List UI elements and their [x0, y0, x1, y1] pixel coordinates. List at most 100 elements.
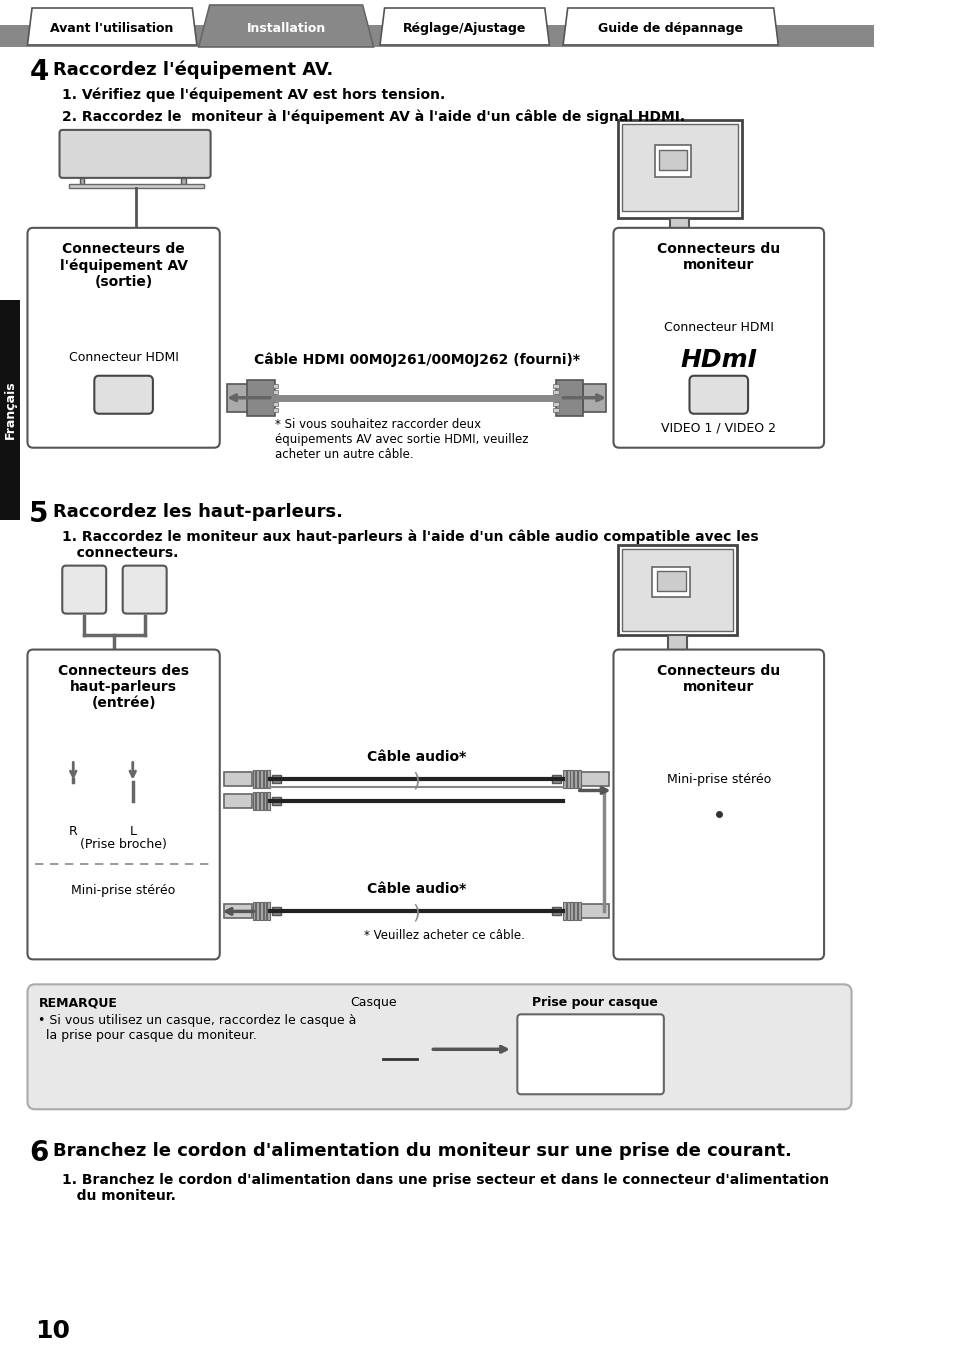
- Text: Connecteurs du
moniteur: Connecteurs du moniteur: [657, 242, 780, 273]
- Bar: [553, 390, 558, 394]
- Polygon shape: [198, 5, 374, 47]
- Bar: [64, 138, 80, 148]
- FancyBboxPatch shape: [94, 375, 152, 413]
- Bar: [260, 771, 262, 788]
- Bar: [263, 902, 266, 921]
- Bar: [621, 548, 733, 630]
- Text: Connecteurs de
l'équipement AV
(sortie): Connecteurs de l'équipement AV (sortie): [59, 242, 188, 289]
- Bar: [272, 798, 281, 806]
- Bar: [578, 902, 580, 921]
- Text: Réglage/Ajustage: Réglage/Ajustage: [402, 23, 526, 35]
- Bar: [553, 408, 558, 412]
- Circle shape: [705, 856, 731, 883]
- Bar: [256, 902, 259, 921]
- Circle shape: [716, 867, 720, 872]
- Bar: [260, 902, 262, 921]
- Text: Installation: Installation: [246, 23, 325, 35]
- Bar: [273, 383, 278, 387]
- Text: Branchez le cordon d'alimentation du moniteur sur une prise de courant.: Branchez le cordon d'alimentation du mon…: [53, 1142, 791, 1160]
- Bar: [651, 567, 690, 597]
- Circle shape: [141, 586, 148, 594]
- Bar: [224, 794, 252, 809]
- Bar: [698, 999, 742, 1095]
- Text: Raccordez les haut-parleurs.: Raccordez les haut-parleurs.: [53, 502, 343, 521]
- Bar: [256, 792, 259, 810]
- Bar: [654, 651, 700, 664]
- Bar: [224, 904, 252, 918]
- Bar: [670, 217, 689, 238]
- Bar: [273, 408, 278, 412]
- Circle shape: [362, 1037, 402, 1081]
- Bar: [256, 771, 259, 788]
- Bar: [263, 771, 266, 788]
- Text: Guide de dépannage: Guide de dépannage: [598, 23, 742, 35]
- Text: R: R: [69, 825, 77, 838]
- Text: Connecteurs des
haut-parleurs
(entrée): Connecteurs des haut-parleurs (entrée): [58, 664, 189, 710]
- Bar: [654, 144, 691, 177]
- Text: L: L: [130, 825, 136, 838]
- Text: Câble audio*: Câble audio*: [367, 883, 466, 896]
- Text: 6: 6: [30, 1139, 49, 1168]
- Circle shape: [81, 586, 88, 594]
- Text: Câble audio*: Câble audio*: [367, 751, 466, 764]
- FancyBboxPatch shape: [613, 228, 823, 448]
- Circle shape: [713, 864, 723, 875]
- Bar: [181, 178, 186, 186]
- FancyBboxPatch shape: [28, 649, 219, 960]
- Bar: [0, 26, 873, 47]
- FancyBboxPatch shape: [28, 228, 219, 448]
- Bar: [575, 1022, 581, 1077]
- Circle shape: [109, 909, 138, 941]
- Bar: [553, 396, 558, 400]
- Text: Casque: Casque: [350, 996, 396, 1010]
- FancyBboxPatch shape: [517, 1014, 663, 1095]
- Text: VIDEO 1 / VIDEO 2: VIDEO 1 / VIDEO 2: [660, 421, 776, 435]
- Bar: [227, 383, 250, 412]
- Text: Connecteurs du
moniteur: Connecteurs du moniteur: [657, 664, 780, 694]
- Bar: [695, 995, 745, 1099]
- Bar: [642, 663, 712, 671]
- Text: Raccordez l'équipement AV.: Raccordez l'équipement AV.: [53, 61, 333, 80]
- Bar: [600, 1022, 607, 1077]
- Text: Connecteur HDMI: Connecteur HDMI: [663, 321, 773, 335]
- Text: * Veuillez acheter ce câble.: * Veuillez acheter ce câble.: [363, 929, 524, 942]
- Bar: [698, 386, 739, 404]
- Bar: [587, 1022, 595, 1077]
- Bar: [272, 775, 281, 783]
- Bar: [416, 1054, 427, 1064]
- FancyBboxPatch shape: [62, 566, 106, 614]
- Bar: [549, 1022, 557, 1077]
- Text: ): ): [413, 904, 420, 923]
- Bar: [621, 124, 738, 211]
- Circle shape: [128, 799, 137, 810]
- Bar: [561, 1022, 569, 1077]
- Circle shape: [556, 1056, 570, 1072]
- Circle shape: [121, 922, 126, 927]
- FancyBboxPatch shape: [28, 984, 851, 1110]
- Polygon shape: [379, 8, 549, 45]
- Bar: [574, 902, 577, 921]
- Bar: [89, 142, 146, 162]
- Bar: [562, 771, 565, 788]
- Bar: [645, 250, 714, 258]
- Circle shape: [112, 783, 152, 826]
- Bar: [553, 383, 558, 387]
- Text: HDmI: HDmI: [679, 348, 757, 371]
- Text: REMARQUE: REMARQUE: [38, 996, 117, 1010]
- Bar: [574, 771, 577, 788]
- Bar: [273, 390, 278, 394]
- Circle shape: [116, 917, 131, 933]
- Text: Prise pour casque: Prise pour casque: [532, 996, 658, 1010]
- Circle shape: [314, 1031, 366, 1087]
- Bar: [556, 379, 582, 416]
- Bar: [656, 571, 685, 590]
- Bar: [80, 178, 84, 186]
- Circle shape: [135, 580, 153, 599]
- Bar: [175, 144, 183, 153]
- FancyBboxPatch shape: [123, 566, 167, 614]
- Bar: [224, 772, 252, 787]
- Bar: [618, 120, 740, 217]
- Bar: [253, 771, 255, 788]
- Bar: [580, 772, 608, 787]
- Text: 1. Vérifiez que l'équipement AV est hors tension.: 1. Vérifiez que l'équipement AV est hors…: [62, 88, 445, 103]
